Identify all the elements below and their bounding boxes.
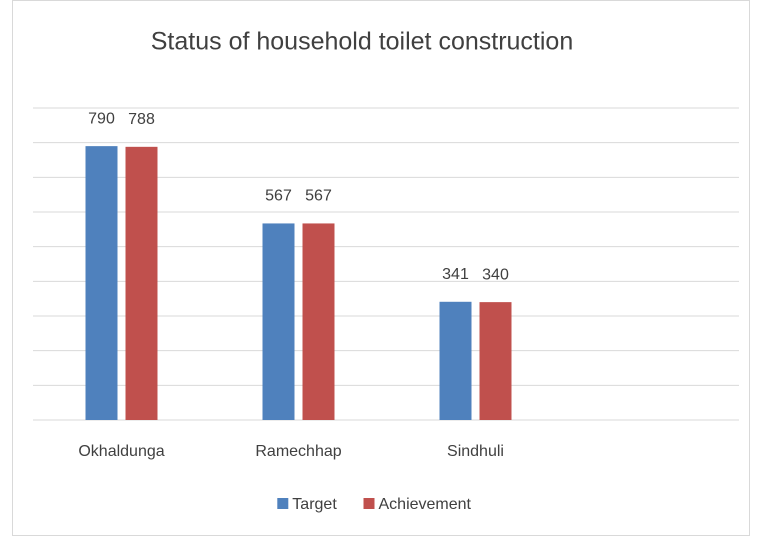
bar <box>479 302 512 420</box>
x-tick-label: Sindhuli <box>447 443 504 460</box>
bar <box>302 223 335 420</box>
data-label: 341 <box>442 266 469 283</box>
legend-label: Target <box>292 496 337 513</box>
legend-label: Achievement <box>379 496 472 513</box>
data-label: 567 <box>305 188 332 205</box>
x-tick-label: Ramechhap <box>255 443 341 460</box>
bar <box>125 146 158 420</box>
chart-title: Status of household toilet construction <box>151 28 574 56</box>
data-label: 567 <box>265 188 292 205</box>
legend-swatch <box>277 498 289 509</box>
data-label: 340 <box>482 266 509 283</box>
x-tick-label: Okhaldunga <box>78 443 164 460</box>
data-label: 788 <box>128 111 155 128</box>
data-label: 790 <box>88 110 115 127</box>
bar <box>439 301 472 420</box>
legend-swatch <box>363 498 375 509</box>
bar <box>262 223 295 420</box>
bar <box>85 146 118 420</box>
